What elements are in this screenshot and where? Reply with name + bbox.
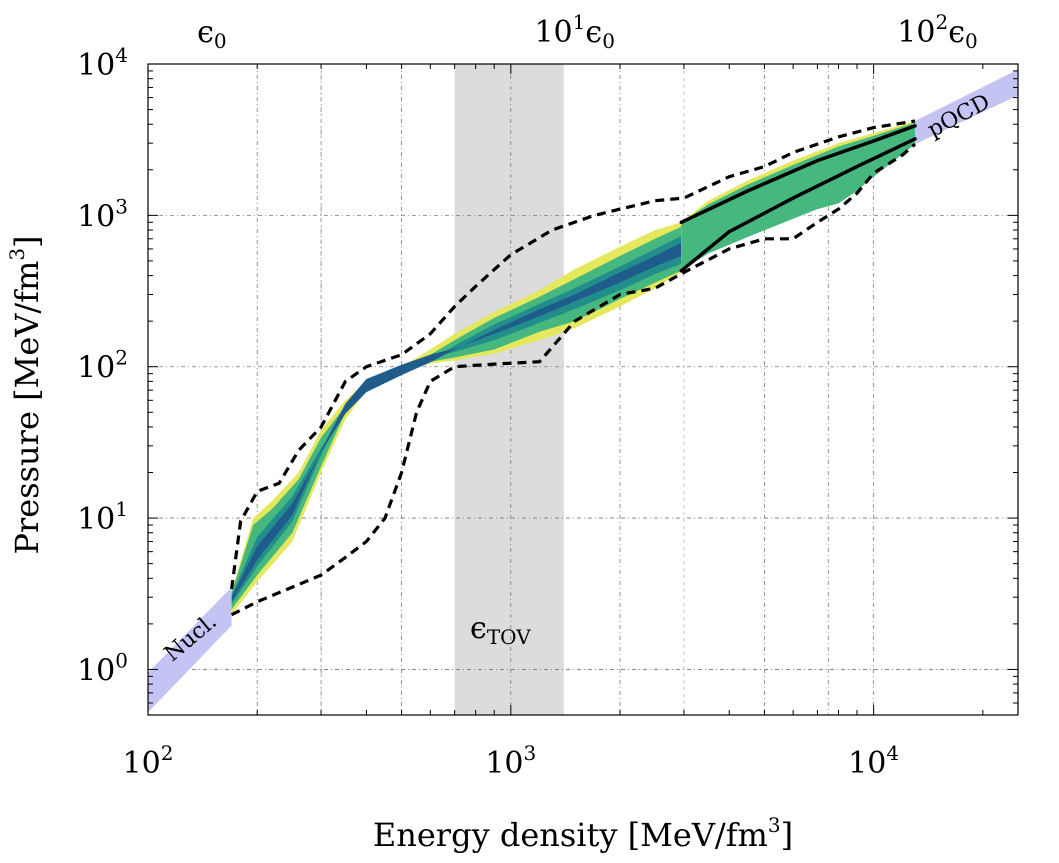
y-tick-label: 101 [77, 497, 128, 537]
y-tick-label: 102 [77, 346, 128, 386]
bound-line-soft [679, 137, 917, 273]
tick-labels: 102 103 104 100 101 102 103 104 ϵ0 101ϵ0 102ϵ0 [77, 10, 978, 781]
x-tick-label: 103 [485, 741, 536, 781]
credible-bands [231, 222, 682, 615]
tick-marks [147, 63, 1018, 716]
dashed-envelope-lower [230, 142, 917, 617]
y-tick-label: 100 [77, 648, 128, 688]
y-tick-label: 103 [77, 194, 128, 234]
x-tick-label: 102 [123, 741, 174, 781]
dashed-envelope-upper [230, 119, 916, 590]
dashed-envelope [230, 119, 917, 617]
tov-band-rect [454, 64, 564, 715]
tov-band [454, 64, 564, 715]
credible-band-mid [231, 226, 682, 610]
x-tick-label: 104 [848, 741, 899, 781]
y-tick-label: 104 [77, 43, 128, 83]
x-axis-title: Energy density [MeV/fm3] [373, 813, 793, 854]
top-tick-label: 101ϵ0 [534, 10, 614, 53]
constraint-bands [148, 69, 1018, 713]
plot-frame [147, 63, 1019, 716]
tov-eps: ϵ [470, 611, 487, 646]
nucl-band [148, 587, 232, 713]
bound-lines [679, 124, 917, 273]
tov-label: ϵTOV [470, 611, 531, 649]
top-tick-label: ϵ0 [197, 15, 227, 53]
pqcd-label: pQCD [924, 90, 995, 143]
bound-line-stiff [679, 124, 917, 225]
top-tick-label: 102ϵ0 [897, 10, 977, 53]
tov-sub: TOV [487, 625, 531, 649]
y-axis-title: Pressure [MeV/fm3] [5, 235, 46, 554]
